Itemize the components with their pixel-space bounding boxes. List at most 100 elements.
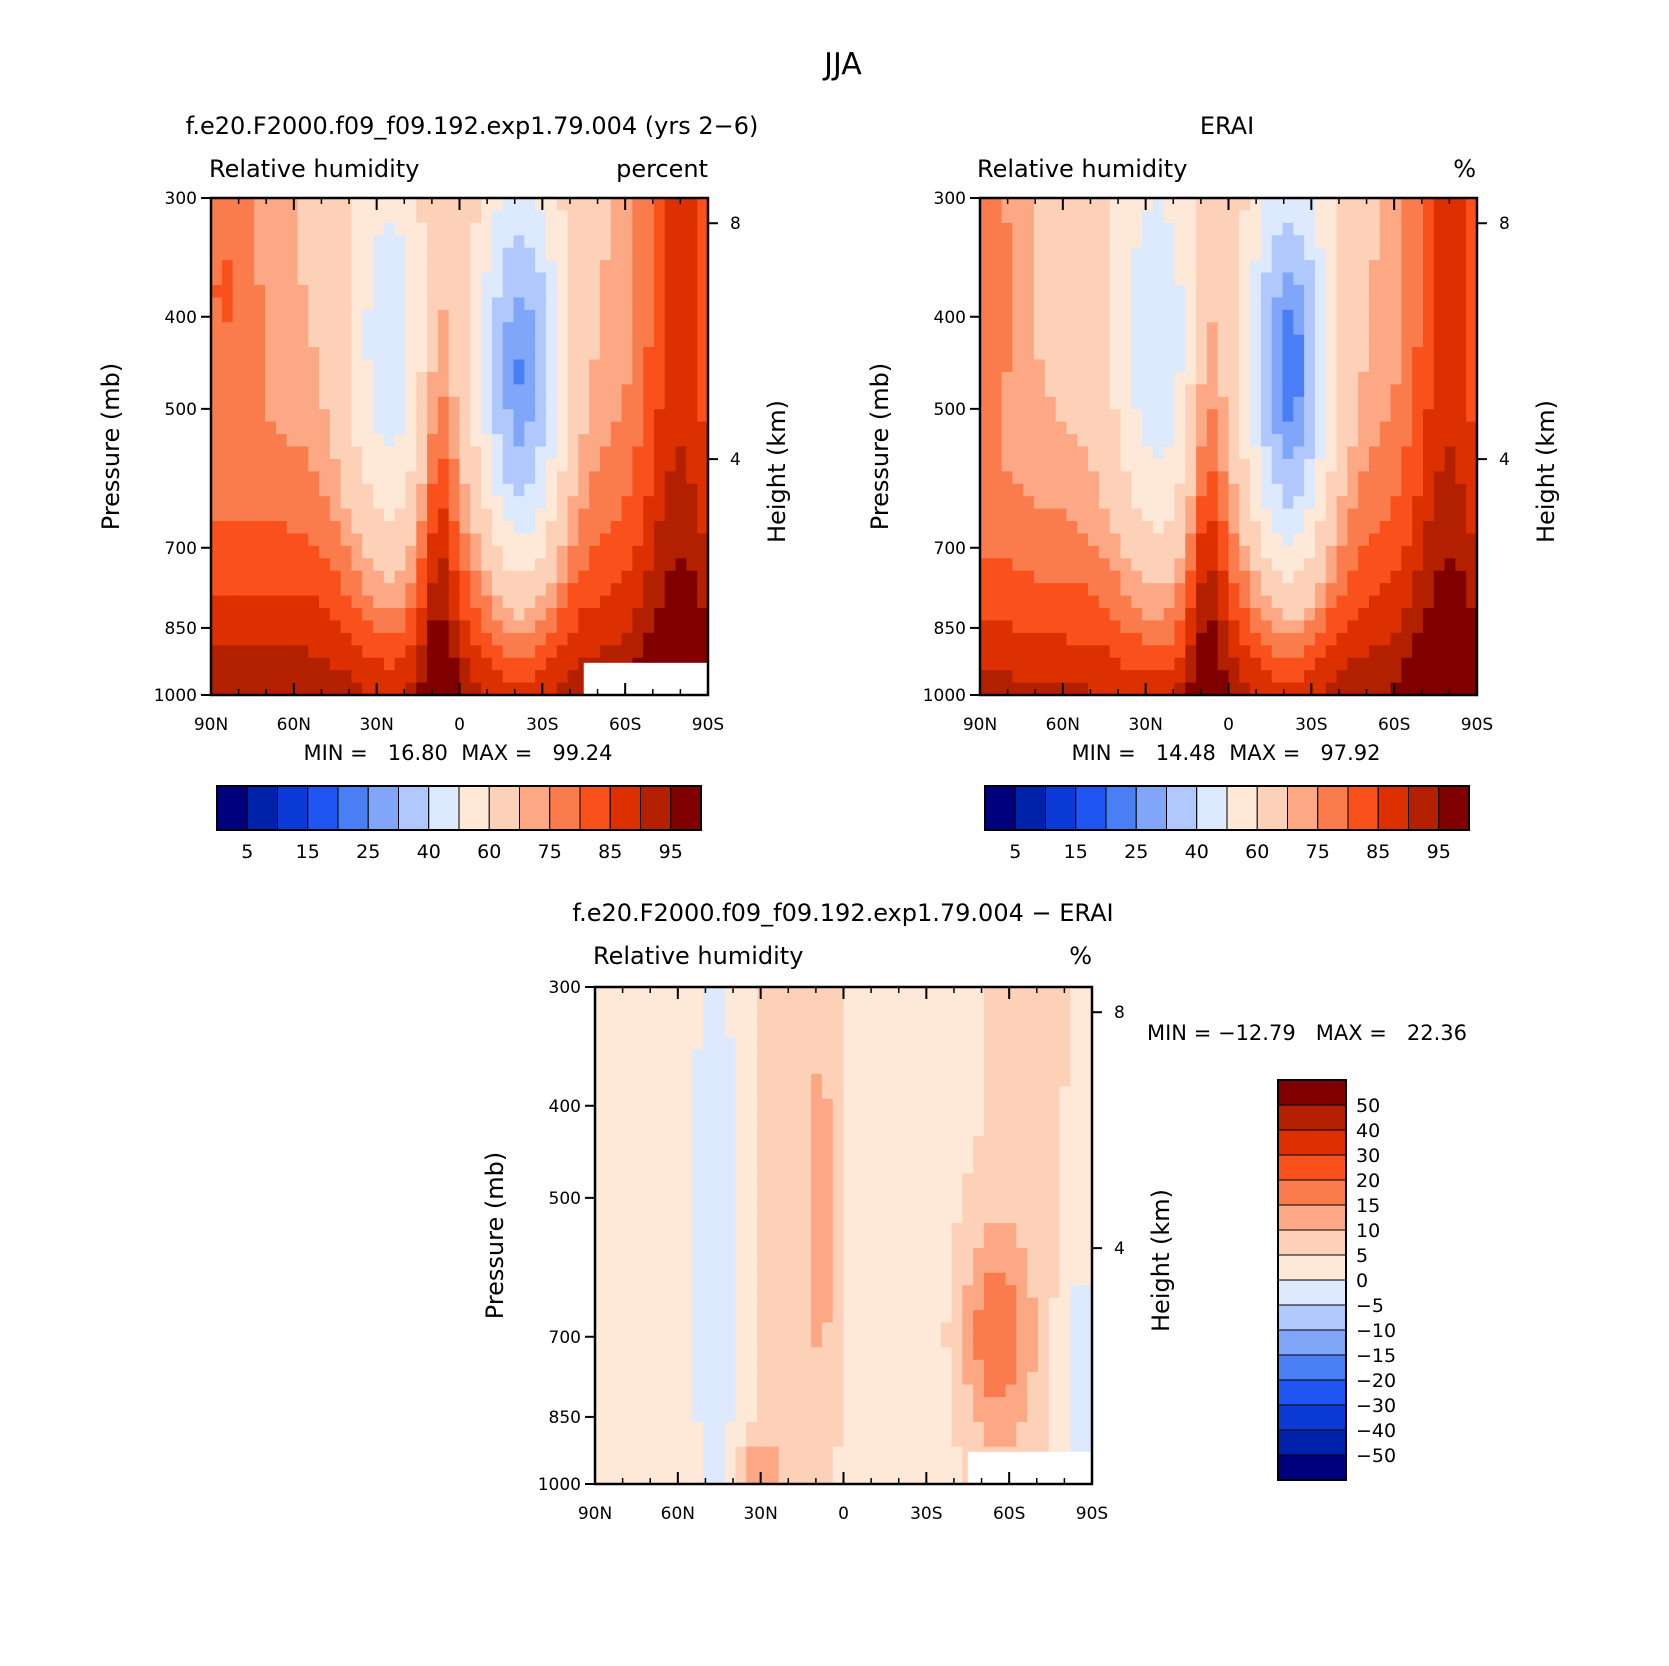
contour-cell	[649, 1011, 661, 1025]
contour-cell	[383, 235, 396, 249]
contour-cell	[373, 608, 385, 622]
contour-cell	[1163, 645, 1176, 659]
contour-cell	[983, 1185, 996, 1199]
contour-cell	[697, 471, 709, 485]
contour-cell	[1131, 508, 1143, 522]
contour-cell	[373, 670, 385, 684]
contour-cell	[535, 347, 547, 361]
contour-cell	[1023, 359, 1035, 373]
contour-cell	[448, 620, 461, 634]
contour-cell	[632, 558, 644, 572]
contour-cell	[578, 434, 590, 448]
contour-cell	[1314, 309, 1327, 323]
contour-cell	[983, 1011, 996, 1025]
contour-cell	[1422, 347, 1435, 361]
contour-cell	[329, 458, 342, 472]
contour-cell	[1347, 657, 1359, 671]
contour-cell	[1142, 434, 1154, 448]
contour-cell	[1271, 558, 1284, 572]
contour-cell	[854, 1036, 866, 1050]
contour-cell	[1412, 657, 1424, 671]
contour-cell	[1070, 1111, 1082, 1125]
contour-cell	[437, 558, 450, 572]
contour-cell	[481, 210, 493, 224]
contour-cell	[1142, 595, 1154, 609]
contour-cell	[459, 508, 471, 522]
contour-cell	[1304, 222, 1316, 236]
contour-cell	[1368, 347, 1381, 361]
contour-cell	[286, 384, 299, 398]
contour-cell	[297, 570, 309, 584]
contour-cell	[664, 322, 677, 336]
contour-cell	[664, 446, 677, 460]
contour-cell	[746, 1073, 758, 1087]
contour-cell	[632, 359, 644, 373]
contour-cell	[405, 570, 417, 584]
contour-cell	[686, 608, 698, 622]
contour-cell	[556, 260, 569, 274]
panel-obs: ERAI Relative humidity % 90N 60N 30N 0 30S 60…	[866, 112, 1560, 863]
contour-cell	[940, 1185, 953, 1199]
contour-cell	[980, 396, 992, 410]
contour-cell	[1466, 645, 1478, 659]
contour-cell	[1012, 222, 1024, 236]
contour-cell	[1037, 1223, 1050, 1237]
contour-cell	[286, 471, 299, 485]
contour-cell	[405, 347, 417, 361]
contour-cell	[1379, 247, 1392, 261]
contour-cell	[1390, 359, 1402, 373]
contour-cell	[1152, 235, 1165, 249]
contour-cell	[394, 682, 407, 696]
contour-cell	[1250, 496, 1262, 510]
contour-cell	[265, 521, 277, 535]
contour-cell	[308, 496, 320, 510]
contour-cell	[1304, 620, 1316, 634]
contour-cell	[1239, 210, 1251, 224]
contour-cell	[653, 284, 666, 299]
contour-cell	[675, 297, 687, 311]
contour-cell	[1055, 521, 1068, 535]
contour-cell	[1185, 260, 1197, 274]
contour-cell	[211, 396, 223, 410]
contour-cell	[1206, 222, 1219, 236]
contour-cell	[589, 334, 601, 348]
contour-cell	[1185, 434, 1197, 448]
contour-cell	[865, 1272, 877, 1286]
contour-cell	[340, 222, 353, 236]
contour-cell	[643, 570, 655, 584]
colorbar-box	[1045, 785, 1077, 831]
contour-cell	[1005, 1098, 1017, 1112]
contour-cell	[854, 999, 866, 1013]
contour-cell	[1412, 284, 1424, 299]
contour-cell	[1401, 260, 1413, 274]
contour-cell	[962, 999, 974, 1013]
contour-cell	[405, 210, 417, 224]
contour-cell	[545, 222, 558, 236]
contour-cell	[1433, 284, 1446, 299]
contour-cell	[1282, 670, 1294, 684]
contour-cell	[1055, 210, 1068, 224]
contour-cell	[1016, 1210, 1028, 1224]
colorbar-label: 60	[477, 841, 501, 863]
contour-cell	[545, 645, 558, 659]
contour-cell	[929, 1260, 942, 1274]
contour-cell	[1282, 521, 1294, 535]
contour-cell	[692, 1148, 704, 1162]
contour-cell	[1206, 545, 1219, 559]
contour-cell	[621, 260, 633, 274]
contour-cell	[1098, 608, 1111, 622]
contour-cell	[383, 334, 396, 348]
contour-cell	[821, 1247, 834, 1261]
contour-cell	[746, 1235, 758, 1249]
contour-cell	[605, 1111, 618, 1125]
contour-cell	[427, 384, 439, 398]
contour-cell	[1005, 1210, 1017, 1224]
contour-cell	[1142, 558, 1154, 572]
contour-cell	[308, 421, 320, 435]
contour-cell	[383, 595, 396, 609]
contour-cell	[1088, 396, 1100, 410]
contour-cell	[1185, 583, 1197, 597]
contour-cell	[416, 434, 428, 448]
contour-cell	[811, 1148, 823, 1162]
contour-cell	[951, 1210, 963, 1224]
